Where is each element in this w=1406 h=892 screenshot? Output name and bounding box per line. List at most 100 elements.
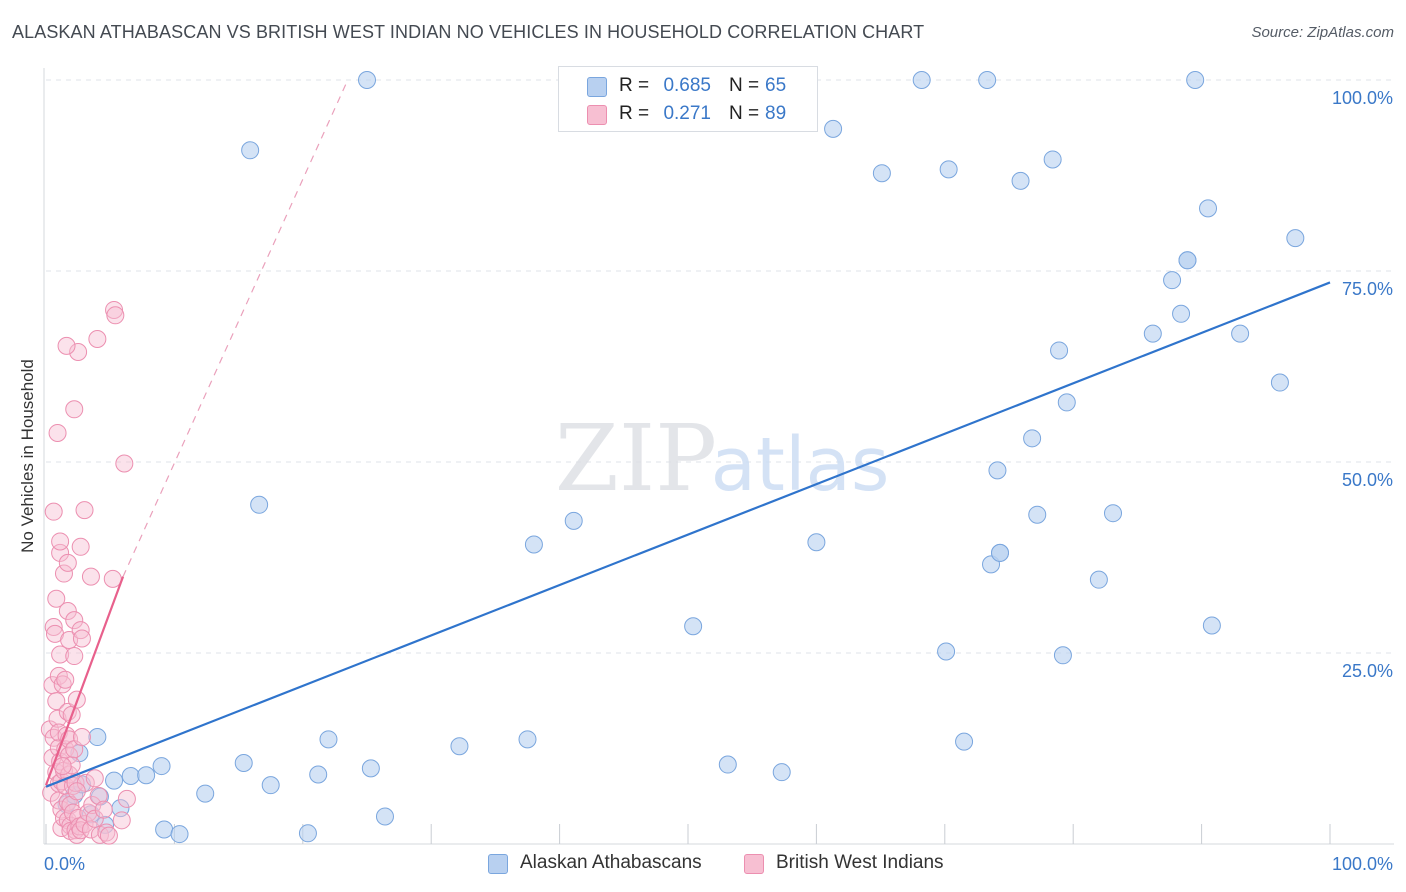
- data-point-alaskan-athabascans: [807, 533, 826, 552]
- data-point-alaskan-athabascans: [358, 71, 376, 89]
- trend-lines: [44, 79, 1331, 788]
- data-point-british-west-indians: [65, 400, 84, 419]
- data-point-british-west-indians: [69, 342, 88, 361]
- data-point-alaskan-athabascans: [1186, 71, 1205, 89]
- trend-line-british-west-indians: [44, 576, 125, 786]
- series-british-west-indians: [40, 300, 136, 845]
- data-point-british-west-indians: [60, 631, 79, 650]
- data-point-british-west-indians: [62, 756, 81, 775]
- legend-swatch-blue: [587, 77, 607, 97]
- bottom-legend-swatch-blue: [488, 854, 508, 874]
- data-point-alaskan-athabascans: [684, 617, 703, 636]
- data-point-british-west-indians: [58, 792, 77, 811]
- grid-lines: [46, 79, 1394, 654]
- data-point-alaskan-athabascans: [824, 119, 843, 138]
- data-point-alaskan-athabascans: [1270, 373, 1289, 392]
- data-point-british-west-indians: [99, 826, 118, 845]
- y-tick-label: 100.0%: [1332, 88, 1393, 108]
- legend-row-british-west-indians: R = 0.271 N = 89: [559, 101, 817, 129]
- tick-labels: 25.0% 50.0% 75.0% 100.0% 0.0% 100.0%: [44, 88, 1393, 874]
- trend-line-extension-british-west-indians: [122, 79, 349, 577]
- data-point-alaskan-athabascans: [978, 71, 997, 89]
- legend-n-label: N =: [729, 103, 760, 124]
- data-point-alaskan-athabascans: [1163, 271, 1182, 290]
- data-point-alaskan-athabascans: [1028, 505, 1047, 524]
- data-point-alaskan-athabascans: [170, 825, 189, 844]
- data-point-alaskan-athabascans: [450, 737, 469, 756]
- data-point-alaskan-athabascans: [518, 730, 537, 749]
- data-point-british-west-indians: [56, 670, 75, 689]
- data-point-british-west-indians: [48, 709, 67, 728]
- x-tick-label: 0.0%: [44, 854, 85, 874]
- data-point-alaskan-athabascans: [298, 824, 317, 843]
- data-point-alaskan-athabascans: [912, 71, 931, 89]
- data-point-alaskan-athabascans: [1050, 341, 1069, 360]
- data-point-british-west-indians: [71, 537, 90, 556]
- data-point-alaskan-athabascans: [121, 767, 140, 786]
- data-point-british-west-indians: [85, 769, 104, 788]
- data-point-alaskan-athabascans: [937, 642, 956, 661]
- data-point-alaskan-athabascans: [1231, 324, 1250, 343]
- data-point-british-west-indians: [106, 306, 125, 325]
- data-point-british-west-indians: [48, 423, 67, 442]
- legend-swatch-pink: [587, 105, 607, 125]
- data-point-alaskan-athabascans: [1053, 646, 1072, 665]
- data-point-british-west-indians: [88, 329, 107, 348]
- data-point-british-west-indians: [44, 618, 63, 637]
- bottom-legend-swatch-pink: [744, 854, 764, 874]
- data-point-british-west-indians: [47, 589, 66, 608]
- data-point-british-west-indians: [94, 800, 113, 819]
- data-point-british-west-indians: [67, 782, 86, 801]
- data-point-alaskan-athabascans: [196, 784, 215, 803]
- data-point-alaskan-athabascans: [1199, 199, 1218, 218]
- data-point-alaskan-athabascans: [105, 771, 124, 790]
- y-tick-label: 75.0%: [1342, 279, 1393, 299]
- data-point-alaskan-athabascans: [1043, 150, 1062, 169]
- y-tick-label: 25.0%: [1342, 661, 1393, 681]
- legend-n-value: 89: [765, 103, 787, 124]
- data-point-alaskan-athabascans: [988, 461, 1007, 480]
- data-point-alaskan-athabascans: [375, 807, 394, 826]
- data-point-british-west-indians: [47, 692, 66, 711]
- data-point-british-west-indians: [58, 553, 77, 572]
- data-point-british-west-indians: [75, 501, 94, 520]
- data-point-british-west-indians: [44, 502, 63, 521]
- data-point-alaskan-athabascans: [939, 160, 958, 179]
- chart-title: ALASKAN ATHABASCAN VS BRITISH WEST INDIA…: [12, 22, 925, 42]
- data-point-alaskan-athabascans: [319, 730, 338, 749]
- data-point-alaskan-athabascans: [564, 511, 583, 530]
- data-point-alaskan-athabascans: [88, 728, 107, 747]
- data-point-alaskan-athabascans: [991, 543, 1010, 562]
- data-point-alaskan-athabascans: [137, 766, 156, 785]
- data-point-alaskan-athabascans: [1089, 570, 1108, 589]
- data-point-alaskan-athabascans: [250, 495, 269, 514]
- data-point-alaskan-athabascans: [1011, 171, 1030, 190]
- data-point-british-west-indians: [81, 820, 100, 839]
- legend-r-value: 0.271: [663, 103, 711, 124]
- data-point-alaskan-athabascans: [1202, 616, 1221, 635]
- legend-row-alaskan-athabascans: R = 0.685 N = 65: [559, 73, 817, 101]
- y-tick-label: 50.0%: [1342, 470, 1393, 490]
- data-point-british-west-indians: [117, 789, 136, 808]
- data-point-alaskan-athabascans: [234, 754, 253, 773]
- data-point-british-west-indians: [72, 629, 91, 648]
- data-point-alaskan-athabascans: [361, 759, 380, 778]
- data-point-british-west-indians: [51, 645, 70, 664]
- data-point-british-west-indians: [89, 786, 108, 805]
- legend-r-label: R =: [619, 103, 650, 124]
- data-point-british-west-indians: [103, 569, 122, 588]
- data-point-alaskan-athabascans: [1023, 429, 1042, 448]
- data-point-alaskan-athabascans: [955, 732, 974, 751]
- data-point-alaskan-athabascans: [261, 776, 280, 795]
- data-point-british-west-indians: [65, 647, 84, 666]
- data-point-alaskan-athabascans: [1286, 229, 1305, 248]
- data-point-alaskan-athabascans: [1104, 504, 1123, 523]
- data-point-alaskan-athabascans: [1172, 304, 1191, 323]
- y-axis-label: No Vehicles in Household: [18, 359, 37, 553]
- legend-n-value: 65: [765, 75, 787, 96]
- data-point-british-west-indians: [112, 811, 131, 830]
- watermark-atlas: atlas: [711, 422, 890, 508]
- legend-r-value: 0.685: [663, 75, 711, 96]
- data-point-alaskan-athabascans: [1057, 393, 1076, 412]
- data-point-british-west-indians: [65, 611, 84, 630]
